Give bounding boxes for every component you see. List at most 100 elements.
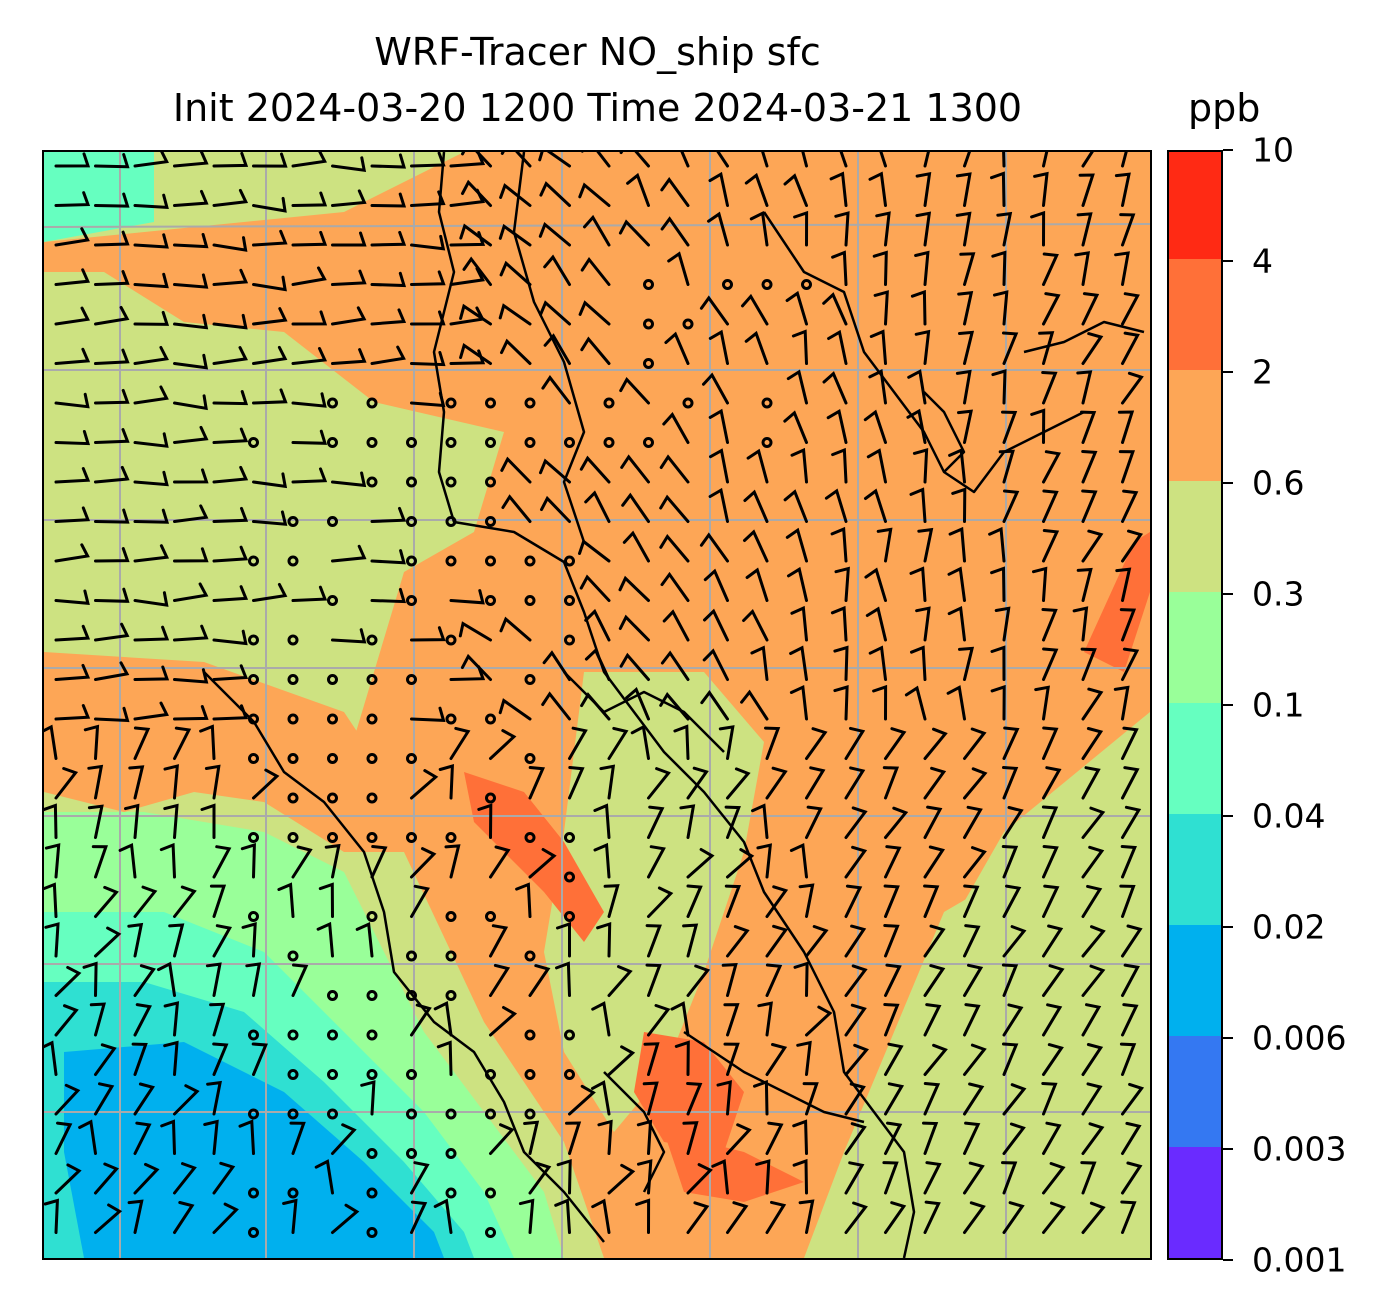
wind-barb <box>528 766 546 800</box>
wind-barb <box>922 1121 939 1155</box>
wind-barb <box>990 566 1006 602</box>
wind-barb <box>864 567 887 602</box>
wind-barb <box>708 487 729 523</box>
wind-barb <box>583 214 611 247</box>
wind-barb <box>433 1001 453 1037</box>
wind-barb <box>1001 963 1019 997</box>
wind-barb <box>1042 1121 1062 1155</box>
calm-wind-marker <box>485 1108 496 1120</box>
wind-barb <box>923 1161 942 1195</box>
calm-wind-marker <box>287 792 299 804</box>
wind-barb <box>173 394 208 411</box>
wind-barb <box>489 845 511 879</box>
wind-barb <box>133 665 170 681</box>
wind-barb <box>579 455 611 484</box>
wind-barb <box>796 1040 812 1076</box>
wind-barb <box>291 152 327 168</box>
wind-barb <box>173 668 209 684</box>
wind-barb <box>54 347 91 365</box>
wind-barb <box>212 629 248 646</box>
colorbar-tick <box>1223 149 1233 151</box>
wind-barb <box>619 376 650 405</box>
colorbar-tick <box>1223 371 1233 373</box>
wind-barb <box>662 412 690 444</box>
wind-barb <box>630 724 650 760</box>
wind-barb <box>785 527 808 563</box>
wind-barb <box>872 684 888 721</box>
wind-barb <box>133 964 156 997</box>
wind-barb <box>316 921 334 958</box>
wind-barb <box>757 1001 773 1037</box>
calm-wind-marker <box>524 1108 536 1120</box>
wind-barb <box>133 591 169 607</box>
calm-wind-marker <box>603 397 615 409</box>
wind-barb <box>173 425 209 444</box>
wind-barb <box>173 1162 197 1195</box>
wind-barb <box>1119 1042 1137 1076</box>
field-2-4-patch-a <box>464 772 604 942</box>
calm-wind-marker <box>327 1069 338 1080</box>
wind-barb <box>205 962 222 997</box>
wind-barb <box>884 727 907 760</box>
calm-wind-marker <box>366 1227 378 1238</box>
wind-barb <box>591 1198 611 1234</box>
wind-barb <box>1042 647 1059 681</box>
wind-barb <box>700 690 729 721</box>
wind-barb <box>204 764 221 800</box>
calm-wind-marker <box>366 634 378 646</box>
wind-barb <box>252 196 287 213</box>
wind-barb <box>750 645 769 681</box>
wind-barb <box>994 606 1011 642</box>
calm-wind-marker <box>564 832 575 843</box>
wind-barb <box>787 566 808 602</box>
wind-barb <box>708 408 729 444</box>
wind-barb <box>884 845 902 879</box>
wind-barb <box>173 705 209 721</box>
wind-barb <box>866 448 887 484</box>
wind-barb <box>647 767 671 800</box>
wind-barb <box>1081 687 1104 721</box>
colorbar-tick-label: 0.6 <box>1252 463 1305 503</box>
wind-barb <box>54 704 91 721</box>
wind-barb <box>1120 1200 1137 1234</box>
wind-barb <box>686 1163 713 1195</box>
calm-wind-marker <box>248 911 259 922</box>
wind-barb <box>370 192 407 208</box>
wind-barb <box>1121 647 1140 681</box>
wind-barb <box>1081 1003 1102 1037</box>
wind-barb <box>498 223 532 247</box>
wind-barb <box>801 152 808 168</box>
wind-barb <box>1121 331 1140 365</box>
wind-barb <box>917 527 934 563</box>
wind-barb <box>87 804 104 839</box>
colorbar-tick <box>1223 704 1233 706</box>
wind-barb <box>173 273 209 289</box>
wind-barb <box>844 1082 866 1116</box>
wind-barb <box>660 650 690 681</box>
calm-wind-marker <box>485 555 496 567</box>
wind-barb <box>291 429 328 445</box>
calm-wind-marker <box>445 555 457 567</box>
wind-barb <box>743 529 769 563</box>
wind-barb <box>907 369 927 405</box>
wind-barb <box>1076 567 1093 602</box>
wind-barb <box>946 685 966 721</box>
wind-barb <box>252 472 288 489</box>
colorbar <box>1167 150 1223 1260</box>
wind-barb <box>528 964 551 997</box>
wind-barb <box>528 1161 552 1195</box>
calm-wind-marker <box>287 1029 299 1041</box>
wind-barb <box>707 211 729 247</box>
wind-barb <box>410 190 446 207</box>
wind-barb <box>948 447 966 484</box>
wind-barb <box>206 1080 222 1116</box>
wind-barb <box>793 961 809 997</box>
wind-barb <box>1120 845 1137 879</box>
wind-barb <box>331 628 367 644</box>
wind-barb <box>133 1121 152 1155</box>
wind-barb <box>568 1084 596 1116</box>
wind-barb <box>94 508 130 524</box>
wind-barb <box>1121 1121 1142 1155</box>
wind-barb <box>745 567 769 602</box>
calm-wind-marker <box>327 674 338 685</box>
